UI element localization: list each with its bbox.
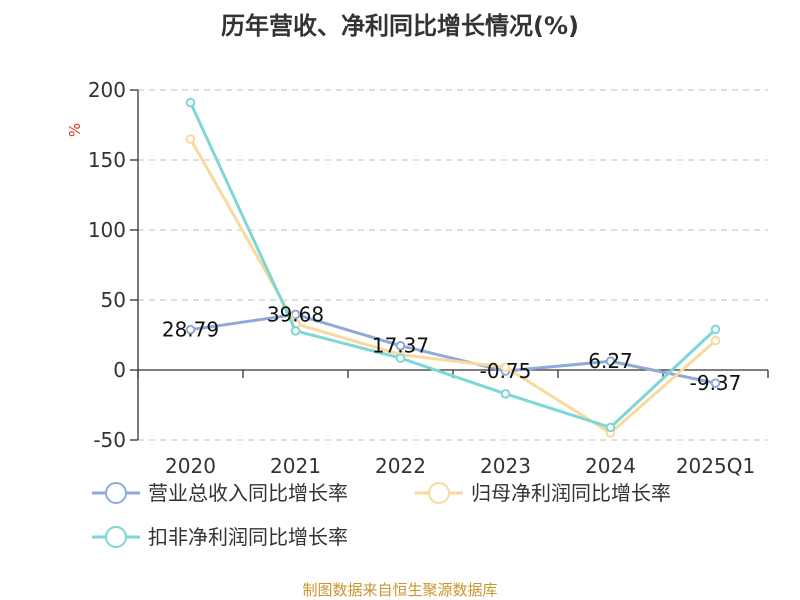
- x-tick-label: 2025Q1: [676, 454, 755, 478]
- data-labels: 28.79 39.68 17.37 -0.75 6.27 -9.37: [162, 302, 742, 395]
- legend-label: 扣非净利润同比增长率: [148, 525, 348, 549]
- chart-title: 历年营收、净利同比增长情况(%): [221, 12, 579, 40]
- data-point: [502, 390, 510, 398]
- x-tick-label: 2021: [270, 454, 321, 478]
- grid: [138, 90, 768, 440]
- x-tick-label: 2024: [585, 454, 636, 478]
- legend-item: 归母净利润同比增长率: [415, 481, 671, 505]
- x-tick-label: 2023: [480, 454, 531, 478]
- data-label: -0.75: [480, 359, 532, 383]
- y-tick-label: 0: [113, 358, 126, 382]
- data-label: 6.27: [588, 349, 633, 373]
- legend-marker-icon: [106, 527, 126, 547]
- y-tick-label: -50: [93, 428, 126, 452]
- data-label: -9.37: [690, 371, 742, 395]
- data-point: [712, 326, 720, 334]
- legend-item: 营业总收入同比增长率: [92, 481, 348, 505]
- x-tick-label: 2020: [165, 454, 216, 478]
- legend-label: 营业总收入同比增长率: [148, 481, 348, 505]
- y-tick-label: 200: [88, 78, 126, 102]
- data-point: [712, 337, 720, 345]
- y-tick-label: 100: [88, 218, 126, 242]
- y-axis-unit: %: [66, 123, 84, 137]
- legend-label: 归母净利润同比增长率: [471, 481, 671, 505]
- x-tick-label: 2022: [375, 454, 426, 478]
- series-lines: [187, 99, 720, 437]
- data-point: [292, 327, 300, 335]
- data-point: [187, 135, 195, 143]
- y-tick-label: 50: [101, 288, 126, 312]
- data-label: 39.68: [267, 302, 324, 326]
- data-label: 17.37: [372, 334, 429, 358]
- data-point: [187, 99, 195, 107]
- legend-marker-icon: [429, 483, 449, 503]
- series-line-2: [191, 139, 716, 433]
- series-line-3: [191, 103, 716, 428]
- source-note: 制图数据来自恒生聚源数据库: [302, 581, 497, 599]
- data-label: 28.79: [162, 318, 219, 342]
- legend-item: 扣非净利润同比增长率: [92, 525, 348, 549]
- legend-marker-icon: [106, 483, 126, 503]
- y-tick-label: 150: [88, 148, 126, 172]
- data-point: [607, 424, 615, 432]
